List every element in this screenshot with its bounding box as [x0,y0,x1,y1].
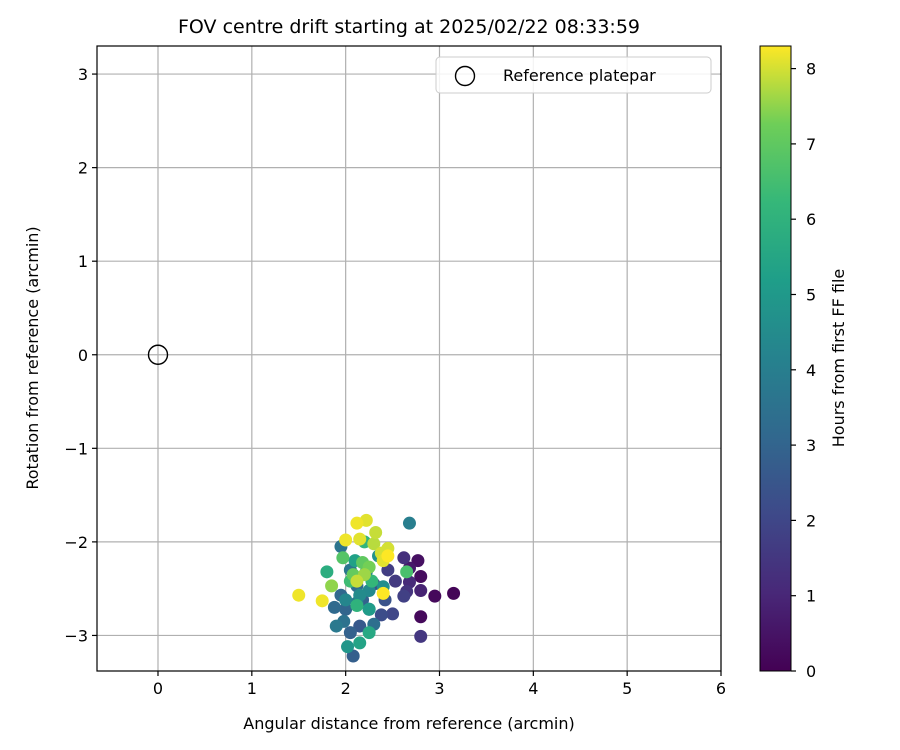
colorbar-tick-label: 2 [806,511,816,530]
data-point [414,584,428,598]
data-point [428,589,442,603]
x-axis-label: Angular distance from reference (arcmin) [243,714,574,733]
data-point [292,588,306,602]
y-axis-ticks: 3 2 1 0 −1 −2 −3 [64,65,97,645]
x-tick-label: 4 [528,679,538,698]
data-point [350,574,364,588]
data-point [346,649,360,663]
data-point [350,599,364,613]
data-point [362,602,376,616]
legend-open-circle-marker [454,65,476,87]
data-point [414,570,428,584]
data-point [388,574,402,588]
y-tick-label: 1 [78,252,88,271]
data-point [400,565,414,579]
x-tick-label: 5 [622,679,632,698]
y-tick-label: −2 [64,533,88,552]
data-point [414,629,428,643]
y-axis-label: Rotation from reference (arcmin) [23,226,42,489]
x-tick-label: 0 [153,679,163,698]
data-point [336,551,350,565]
legend-label: Reference platepar [503,66,656,85]
data-point [386,607,400,621]
colorbar-ticks: 0 1 2 3 4 5 6 7 8 [791,60,816,681]
data-point [381,549,395,563]
grid [97,46,722,671]
chart-title: FOV centre drift starting at 2025/02/22 … [178,16,640,38]
legend: Reference platepar [435,56,712,94]
legend-box [435,56,712,94]
data-point [327,600,341,614]
colorbar-gradient [759,45,792,672]
colorbar-tick-label: 0 [806,662,816,681]
data-point [341,640,355,654]
data-point [329,619,343,633]
reference-marker [147,344,169,365]
data-point [362,626,376,640]
data-point [376,586,390,600]
data-points [292,513,461,663]
data-point [339,602,353,616]
colorbar-tick-label: 5 [806,285,816,304]
reference-platepar-marker [147,344,169,365]
data-point [414,610,428,624]
x-tick-label: 3 [434,679,444,698]
colorbar-tick-label: 6 [806,210,816,229]
data-point [315,594,329,608]
colorbar-tick-label: 3 [806,436,816,455]
colorbar: 0 1 2 3 4 5 6 7 8 Hours from first FF file [759,45,848,681]
data-point [353,588,367,602]
data-point [325,579,339,593]
x-tick-label: 1 [247,679,257,698]
plot-frame [96,45,722,672]
y-tick-label: 0 [78,346,88,365]
y-tick-label: −3 [64,626,88,645]
data-point [353,619,367,633]
colorbar-tick-label: 8 [806,60,816,79]
y-tick-label: 2 [78,159,88,178]
colorbar-label: Hours from first FF file [829,269,848,448]
x-axis-ticks: 0 1 2 3 4 5 6 [153,671,726,698]
data-point [353,532,367,546]
colorbar-tick-label: 4 [806,361,816,380]
data-point [411,554,425,568]
x-tick-label: 2 [341,679,351,698]
data-point [397,589,411,603]
colorbar-tick-label: 1 [806,587,816,606]
data-point [402,516,416,530]
data-point [367,537,381,551]
data-point [397,551,411,565]
x-tick-label: 6 [716,679,726,698]
data-point [320,565,334,579]
data-point [353,636,367,650]
data-point [447,586,461,600]
colorbar-tick-label: 7 [806,135,816,154]
data-point [339,593,353,607]
data-point [374,608,388,622]
data-point [350,516,364,530]
y-tick-label: −1 [64,439,88,458]
y-tick-label: 3 [78,65,88,84]
data-point [343,626,357,640]
data-point [339,533,353,547]
data-point [369,526,383,540]
